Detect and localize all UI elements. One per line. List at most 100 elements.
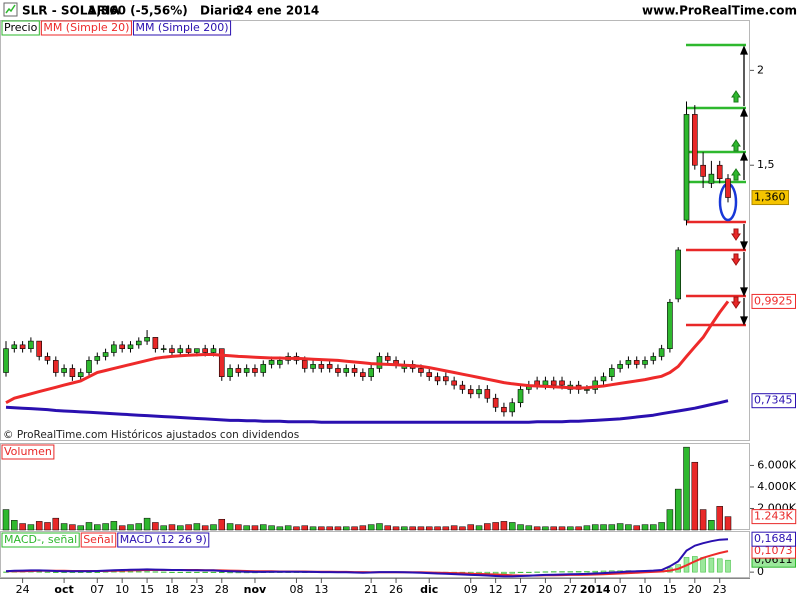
down-arrow [731,228,741,241]
candle-body [451,380,457,386]
down-arrow [731,296,741,309]
candle-body [335,368,341,373]
x-tick-label: 15 [663,583,677,596]
candle-body [434,376,441,382]
x-tick-label: 15 [140,583,154,596]
legend-box [80,532,117,548]
volume-bar [201,525,209,531]
histogram-bar [44,571,51,573]
candle-body [119,344,125,349]
volume-bar [326,526,333,531]
legend-item: MACD-, señal [1,532,80,548]
volume-bar [558,526,566,531]
candle-body [102,352,109,357]
histogram-bar [127,571,134,573]
volume-bar [384,525,391,531]
candle-body [52,360,59,373]
histogram-bar [177,571,184,573]
candle-body [135,340,142,346]
arrow-head [740,241,748,251]
legend-label: Precio [4,21,38,34]
candle-body [44,356,51,361]
volume-bar [52,517,60,531]
histogram-bar [567,571,574,573]
x-tick-label: 07 [90,583,104,596]
volume-bar [492,522,499,531]
candle-body [617,364,623,369]
volume-bar [11,520,18,531]
candle-body [94,356,101,361]
candle-body [509,402,516,413]
histogram-bar [53,571,59,573]
legend-item: Precio [1,20,40,36]
histogram-bar [700,557,706,573]
volume-bar [367,524,375,531]
candle-body [667,301,673,349]
drawn-arrows [740,45,748,326]
drawn-levels [686,43,746,327]
candle-body [111,344,117,353]
x-tick-label: 2014 [580,583,611,596]
volume-panel [0,443,750,530]
volume-bar [218,518,226,531]
value-label-box [751,190,789,206]
candle-body [19,344,26,349]
histogram-bar [501,571,507,574]
candle-body [642,360,648,365]
volume-bar [674,488,682,531]
candle-body [160,348,167,350]
legend-label: MACD (12 26 9) [120,533,207,546]
value-label-text: 1,360 [754,191,786,204]
candle-body [600,376,607,382]
volume-bar [475,525,483,531]
volume-bar [359,525,367,531]
volume-bar [102,523,109,531]
x-tick-label: 26 [389,583,403,596]
date: 24 ene 2014 [236,4,319,18]
histogram-bar [559,571,565,573]
legend-item: Señal [80,532,117,548]
volume-bar [160,525,167,531]
candle-body [459,384,466,390]
candle-body [476,389,482,395]
volume-bar [716,506,723,531]
volume-bar [2,509,10,531]
volume-bar [19,523,26,531]
volume-bar [691,461,699,531]
candle-body [484,389,491,399]
candle-body [683,114,690,221]
volume-bar [724,516,732,531]
legend-label: MM (Simple 200) [135,21,228,34]
value-label-box [751,293,796,309]
volume-bar [110,521,118,531]
x-tick-label: 12 [489,583,503,596]
histogram-bar [592,570,598,573]
candle-body [227,368,233,377]
value-label-box [751,393,796,409]
histogram-bar [584,571,590,573]
histogram-bar [94,571,101,573]
volume-bar [168,524,176,531]
candle-body [277,360,283,365]
volume-bar [401,526,408,531]
x-tick-label: 10 [638,583,652,596]
legend-item: MM (Simple 20) [40,20,132,36]
histogram-bar [600,570,607,573]
histogram-bar [526,571,532,573]
volume-bar [177,525,184,531]
arrow-head [740,107,748,117]
candle-body [177,348,184,353]
volume-bar [616,523,624,531]
volume-bar [508,522,516,531]
candle-body [268,360,275,365]
x-tick-label: 20 [688,583,702,596]
volume-bar [243,525,250,531]
x-tick-label: oct [54,583,73,596]
candle-body [169,348,175,353]
footnote: © ProRealTime.com Históricos ajustados c… [3,429,299,441]
candle-body [194,348,200,353]
volume-bar [69,524,76,531]
histogram-bar [550,571,557,573]
x-tick-label: 13 [314,583,328,596]
candle-body [443,376,449,382]
